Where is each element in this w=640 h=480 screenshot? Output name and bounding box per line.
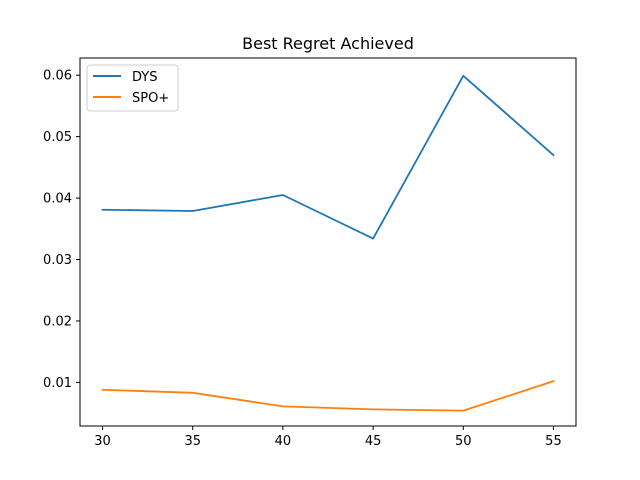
y-tick-label: 0.04 bbox=[43, 192, 72, 207]
legend: DYS SPO+ bbox=[86, 64, 179, 112]
series-line-dys bbox=[101, 74, 555, 240]
x-tick-label: 30 bbox=[94, 434, 111, 449]
chart-title: Best Regret Achieved bbox=[242, 34, 414, 53]
y-tick-label: 0.01 bbox=[43, 376, 72, 391]
x-tick-label: 40 bbox=[275, 434, 292, 449]
x-tick-label: 35 bbox=[184, 434, 201, 449]
plot-area bbox=[80, 58, 576, 426]
series-layer bbox=[101, 74, 555, 412]
legend-label-spo: SPO+ bbox=[132, 91, 169, 106]
x-tick-label: 45 bbox=[365, 434, 382, 449]
y-tick-label: 0.05 bbox=[43, 130, 72, 145]
plot-frame bbox=[79, 57, 577, 427]
y-tick-label: 0.03 bbox=[43, 253, 72, 268]
y-axis: 0.01 0.02 0.03 0.04 0.05 0.06 bbox=[43, 69, 80, 391]
x-axis: 30 35 40 45 50 55 bbox=[94, 426, 562, 449]
legend-label-dys: DYS bbox=[132, 70, 158, 85]
y-tick-label: 0.06 bbox=[43, 69, 72, 84]
y-tick-label: 0.02 bbox=[43, 314, 72, 329]
series-line-spo bbox=[101, 380, 555, 412]
x-tick-label: 50 bbox=[455, 434, 472, 449]
x-tick-label: 55 bbox=[545, 434, 562, 449]
